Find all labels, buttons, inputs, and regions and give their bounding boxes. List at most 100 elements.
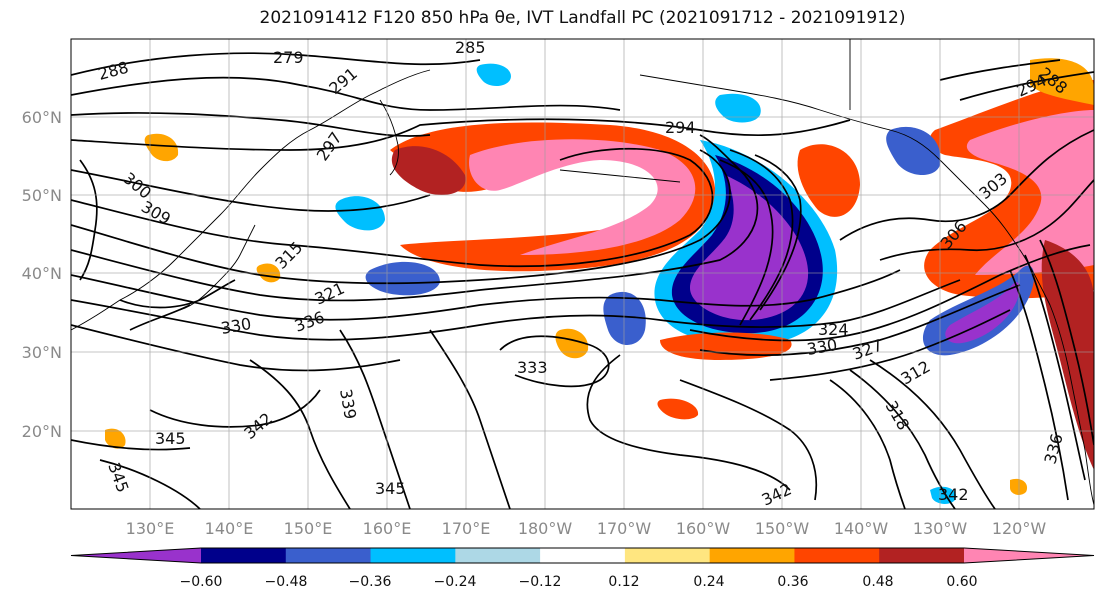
positive-region-gulf-west [797, 144, 860, 217]
negative-patch-4 [715, 93, 761, 123]
positive-patch-3 [657, 398, 699, 420]
map-title: 2021091412 F120 850 hPa θe, IVT Landfall… [259, 8, 906, 28]
contour-label: 294 [665, 118, 696, 137]
contour-label: 285 [455, 38, 486, 57]
negative-patch-3 [603, 291, 646, 345]
positive-region-northeast-corner [1030, 58, 1094, 105]
contour-label: 333 [517, 358, 548, 377]
contour-line [679, 379, 818, 501]
colorbar-tick-label: 0.60 [946, 574, 977, 590]
colorbar-segment [201, 548, 287, 563]
negative-region-gulf-alaska [886, 126, 941, 176]
colorbar-tick-labels: −0.60 −0.48 −0.36 −0.24 −0.12 0.12 0.24 … [180, 574, 978, 590]
colorbar-tick-label: −0.24 [434, 574, 477, 590]
negative-patch-2 [365, 261, 440, 296]
lat-label: 50°N [22, 186, 62, 205]
contour-line [71, 149, 731, 285]
colorbar-tick-label: −0.36 [349, 574, 392, 590]
negative-region-east-coast-core [945, 282, 1020, 344]
contour-line [71, 112, 431, 137]
contour-line [699, 284, 1021, 357]
lon-label: 120°W [992, 519, 1047, 538]
contour-line [829, 379, 906, 509]
lon-label: 140°E [205, 519, 254, 538]
colorbar-segment [455, 548, 541, 563]
colorbar-segment [879, 548, 965, 563]
contour-line [849, 369, 956, 509]
lon-label: 160°W [676, 519, 731, 538]
contour-line [839, 129, 1094, 241]
contour-line [429, 329, 511, 509]
lon-label: 150°E [284, 519, 333, 538]
lat-label: 40°N [22, 264, 62, 283]
negative-region-central-core [690, 175, 809, 321]
lon-label: 150°W [755, 519, 810, 538]
contour-line [939, 59, 1061, 81]
lon-label: 180°W [518, 519, 573, 538]
coastline-kamchatka [379, 99, 399, 176]
contour-line [71, 134, 759, 302]
lat-label: 60°N [22, 108, 62, 127]
coastline-alaska [639, 74, 941, 161]
colorbar-tick-label: 0.36 [777, 574, 808, 590]
map-plot-area: 288 279 285 291 297 294 300 309 315 321 … [71, 38, 1094, 509]
lon-label: 130°W [913, 519, 968, 538]
contour-line [719, 159, 774, 326]
contour-line [339, 329, 411, 509]
positive-region-east-coast-inner [966, 110, 1094, 275]
contour-line [149, 389, 321, 428]
positive-region-east-coast-south [1041, 240, 1094, 470]
contour-line [754, 154, 802, 311]
coastline-asia [71, 69, 431, 331]
longitude-labels: 130°E 140°E 150°E 160°E 170°E 180°W 170°… [126, 519, 1047, 538]
positive-patch-1 [144, 133, 179, 162]
positive-patch-2 [555, 328, 589, 359]
contour-line [129, 304, 191, 331]
contour-line [959, 71, 1094, 101]
contour-line [71, 279, 961, 341]
contour-label: 279 [273, 48, 304, 67]
contour-line [1009, 269, 1069, 501]
contour-label: 345 [155, 429, 186, 448]
contour-line [71, 439, 191, 451]
negative-patch-1 [335, 196, 385, 231]
colorbar-tick-label: 0.24 [693, 574, 724, 590]
lat-label: 20°N [22, 422, 62, 441]
colorbar-tick-label: −0.48 [265, 574, 308, 590]
contour-label: 324 [818, 320, 849, 339]
colorbar-tick-label: −0.60 [180, 574, 223, 590]
contour-line [79, 159, 98, 281]
map-frame [70, 38, 1095, 510]
latitude-labels: 60°N 50°N 40°N 30°N 20°N [22, 108, 62, 441]
contour-line [71, 324, 401, 372]
colorbar-segment [71, 548, 201, 563]
colorbar [70, 547, 1095, 564]
theta-e-contours [71, 52, 1094, 509]
colorbar-segment [285, 548, 372, 563]
contour-label: 342 [938, 485, 969, 504]
contour-label: 345 [375, 479, 406, 498]
contour-line [1039, 239, 1094, 446]
contour-line [879, 179, 1094, 261]
coastline-north-america [939, 159, 1094, 506]
colorbar-tick-label: 0.48 [862, 574, 893, 590]
contour-line [119, 279, 236, 309]
colorbar-segment [709, 548, 795, 563]
lon-label: 170°E [442, 519, 491, 538]
contour-line [71, 169, 431, 212]
colorbar-segment [624, 548, 711, 563]
colorbar-outline [70, 547, 1095, 564]
contour-line [71, 118, 851, 151]
contour-line [71, 52, 481, 76]
negative-patch-5 [476, 63, 511, 86]
lon-label: 130°E [126, 519, 175, 538]
colorbar-segment [794, 548, 880, 563]
lon-label: 170°W [597, 519, 652, 538]
positive-region-central-inner [469, 139, 696, 255]
colorbar-tick-label: −0.12 [519, 574, 562, 590]
colorbar-segment [370, 548, 456, 563]
positive-patch-5 [105, 428, 126, 449]
contour-line [71, 269, 901, 321]
colorbar-segment [964, 548, 1094, 563]
